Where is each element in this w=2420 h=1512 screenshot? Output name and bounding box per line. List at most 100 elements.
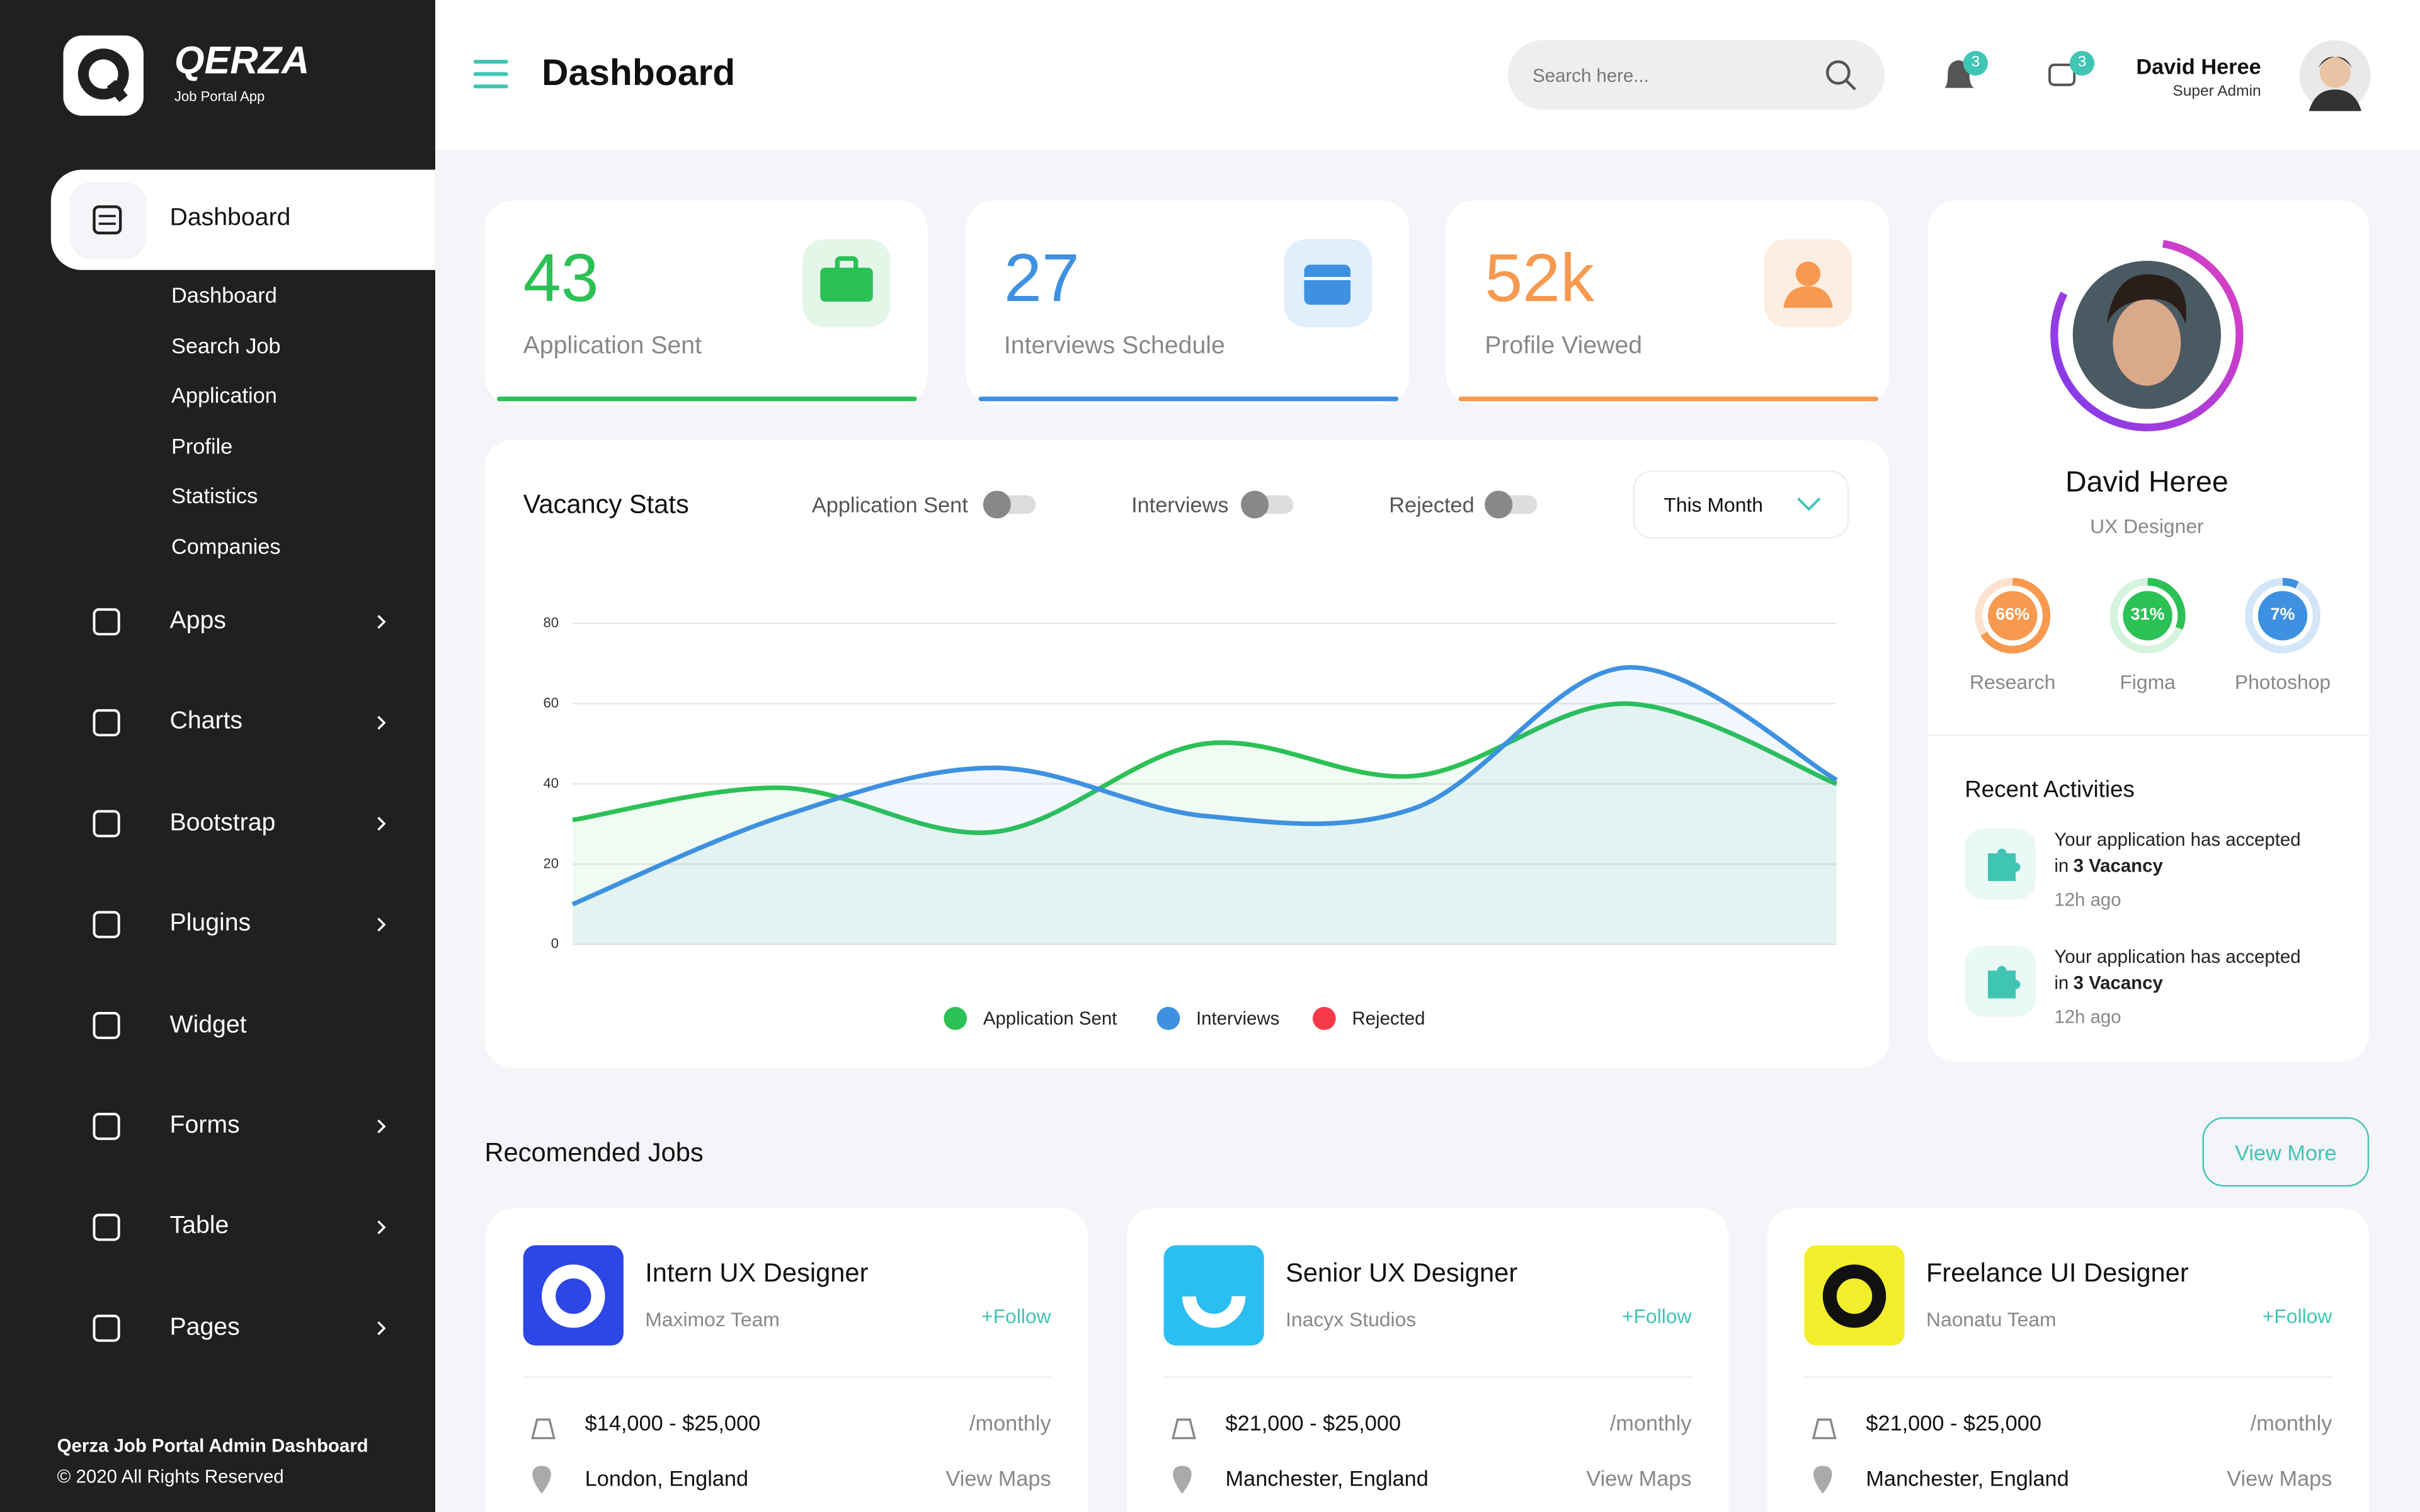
page-title: Dashboard bbox=[542, 52, 736, 94]
legend-dot bbox=[1156, 1006, 1180, 1030]
submenu-item[interactable]: Search Job bbox=[171, 333, 281, 358]
menu-item[interactable]: Forms bbox=[169, 1112, 240, 1139]
menu-icon bbox=[93, 1011, 120, 1040]
profile-role: UX Designer bbox=[2090, 514, 2204, 538]
legend-label: Interviews bbox=[1196, 1008, 1280, 1030]
job-salary: $14,000 - $25,000 bbox=[585, 1410, 761, 1435]
submenu-item[interactable]: Profile bbox=[171, 433, 233, 458]
follow-link[interactable]: +Follow bbox=[1621, 1304, 1692, 1328]
stat-icon bbox=[1304, 264, 1351, 305]
menu-icon bbox=[93, 1314, 120, 1342]
user-role: Super Admin bbox=[2172, 83, 2261, 101]
menu-item[interactable]: Table bbox=[169, 1213, 229, 1240]
activity-highlight: 3 Vacancy bbox=[2073, 855, 2163, 877]
stat-value: 43 bbox=[523, 241, 599, 317]
profile-ring bbox=[2050, 238, 2244, 431]
activity-text: Your application has accepted bbox=[2054, 828, 2301, 851]
y-tick-label: 60 bbox=[543, 695, 559, 711]
chevron bbox=[377, 816, 386, 831]
submenu-item[interactable]: Dashboard bbox=[171, 282, 277, 307]
submenu-item[interactable]: Application bbox=[171, 383, 277, 408]
divider bbox=[1927, 734, 2370, 736]
user-name: David Heree bbox=[2136, 54, 2261, 79]
stat-label: Profile Viewed bbox=[1485, 333, 1643, 360]
activity-text: Your application has accepted bbox=[2054, 946, 2301, 968]
submenu-item[interactable]: Statistics bbox=[171, 483, 258, 509]
salary-icon bbox=[1812, 1418, 1837, 1440]
view-maps[interactable]: View Maps bbox=[2227, 1465, 2332, 1491]
job-title: Senior UX Designer bbox=[1286, 1258, 1518, 1288]
skill-value: 31% bbox=[2130, 605, 2165, 625]
menu-item[interactable]: Apps bbox=[169, 608, 226, 635]
badge-count: 3 bbox=[2077, 54, 2087, 71]
activity-text: in 3 Vacancy bbox=[2054, 972, 2163, 994]
menu-item[interactable]: Charts bbox=[169, 708, 243, 736]
view-maps[interactable]: View Maps bbox=[945, 1465, 1051, 1491]
toggle-knob bbox=[983, 491, 1011, 519]
job-company: Naonatu Team bbox=[1926, 1307, 2057, 1331]
salary-icon bbox=[531, 1418, 556, 1440]
stat-icon bbox=[1783, 286, 1833, 308]
job-period: /monthly bbox=[969, 1410, 1051, 1435]
menu-item[interactable]: Widget bbox=[169, 1011, 247, 1038]
skill-arc bbox=[2244, 577, 2321, 654]
view-more-label[interactable]: View More bbox=[2235, 1140, 2337, 1165]
menu-icon bbox=[93, 205, 122, 235]
toggle-label[interactable]: Application Sent bbox=[811, 492, 968, 517]
location-icon bbox=[1173, 1465, 1192, 1494]
stat-icon bbox=[835, 256, 859, 273]
period-label[interactable]: This Month bbox=[1664, 492, 1764, 516]
footer-title: Qerza Job Portal Admin Dashboard bbox=[57, 1435, 368, 1457]
menu-item[interactable]: Bootstrap bbox=[169, 809, 276, 836]
brand-name: QERZA bbox=[174, 39, 310, 83]
stat-icon bbox=[820, 268, 873, 302]
toggle-label[interactable]: Interviews bbox=[1131, 492, 1229, 517]
view-more-button[interactable] bbox=[2202, 1117, 2370, 1187]
view-maps[interactable]: View Maps bbox=[1586, 1465, 1692, 1491]
follow-link[interactable]: +Follow bbox=[981, 1304, 1051, 1328]
y-tick-label: 0 bbox=[551, 936, 559, 952]
chevron bbox=[377, 918, 386, 932]
profile-hair bbox=[2106, 274, 2186, 324]
stat-label: Application Sent bbox=[523, 333, 702, 360]
message-icon bbox=[2048, 63, 2076, 86]
menu-item[interactable]: Plugins bbox=[169, 911, 251, 937]
toggle-knob bbox=[1485, 491, 1513, 519]
chevron bbox=[377, 715, 386, 730]
series-area bbox=[573, 703, 1837, 945]
submenu-item[interactable]: Companies bbox=[171, 533, 281, 559]
search-placeholder[interactable]: Search here... bbox=[1532, 64, 1649, 87]
job-location: Manchester, England bbox=[1225, 1465, 1429, 1491]
badge-count: 3 bbox=[1971, 54, 1980, 71]
job-divider bbox=[1163, 1376, 1692, 1378]
badge bbox=[1963, 50, 1988, 76]
skill-core bbox=[2123, 591, 2172, 640]
stat-icon bbox=[1304, 276, 1351, 280]
stat-icon bbox=[1795, 261, 1821, 287]
toggle-label[interactable]: Rejected bbox=[1389, 492, 1475, 517]
series-area bbox=[573, 667, 1837, 945]
stat-bar bbox=[1458, 396, 1879, 402]
job-logo bbox=[1163, 1245, 1264, 1346]
legend-label: Rejected bbox=[1352, 1008, 1425, 1030]
job-salary: $21,000 - $25,000 bbox=[1866, 1410, 2041, 1435]
chevron bbox=[377, 1220, 386, 1234]
menu-icon bbox=[93, 709, 120, 737]
menu-item[interactable]: Pages bbox=[169, 1314, 240, 1341]
location-icon bbox=[532, 1465, 551, 1494]
dropdown-arrow bbox=[1797, 497, 1821, 511]
follow-link[interactable]: +Follow bbox=[2262, 1304, 2332, 1328]
skill-arc bbox=[1975, 577, 2051, 654]
menu-icon bbox=[93, 1214, 120, 1241]
job-salary: $21,000 - $25,000 bbox=[1225, 1410, 1401, 1435]
profile-name: David Heree bbox=[2065, 467, 2229, 499]
header-bar bbox=[435, 0, 2420, 150]
stat-value: 52k bbox=[1485, 241, 1595, 317]
section-title: Recent Activities bbox=[1965, 776, 2135, 804]
search-box[interactable] bbox=[1507, 40, 1885, 110]
stat-bar bbox=[496, 396, 917, 402]
job-logo-mark bbox=[542, 1265, 605, 1328]
active-menu-label[interactable]: Dashboard bbox=[169, 205, 291, 232]
job-company: Inacyx Studios bbox=[1286, 1307, 1417, 1331]
